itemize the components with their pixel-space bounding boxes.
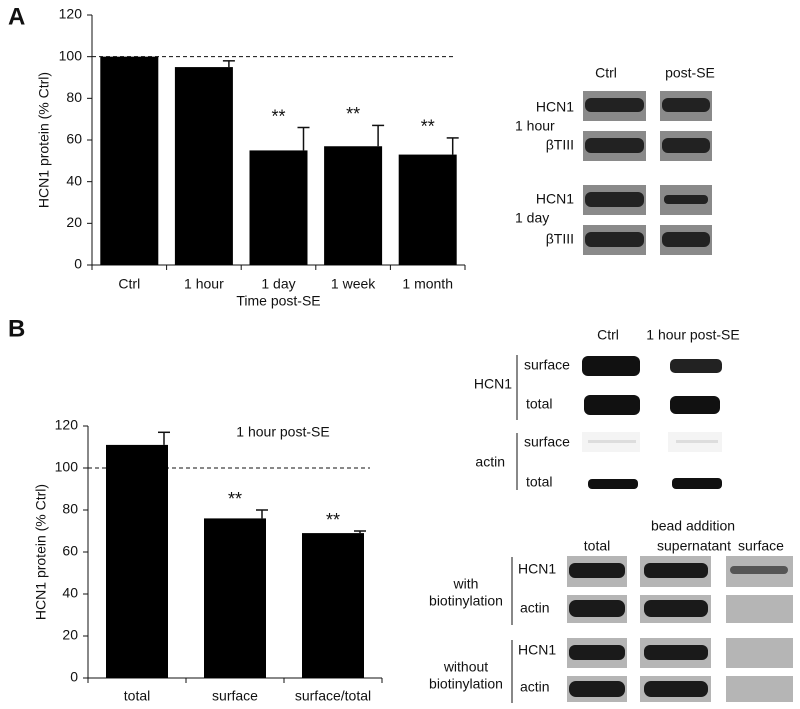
group-label: biotinylation: [429, 676, 503, 692]
group-label: biotinylation: [429, 593, 503, 609]
group-label: with: [453, 576, 479, 592]
blot-panel-a: Ctrl post-SE 1 hour HCN1 βTIII 1 day HCN…: [515, 65, 715, 255]
y-tick-label: 40: [62, 585, 78, 601]
column-label: total: [584, 538, 610, 554]
group-label: HCN1: [474, 376, 512, 392]
y-tick-label: 120: [59, 6, 83, 22]
group-label: 1 hour: [515, 118, 555, 134]
bar: [398, 154, 457, 265]
y-tick-label: 60: [62, 543, 78, 559]
x-tick-label: Ctrl: [118, 276, 140, 292]
row-label: HCN1: [536, 191, 574, 207]
annotation: 1 hour post-SE: [236, 424, 329, 440]
blot-band: [569, 563, 788, 697]
bar: [249, 150, 308, 265]
column-label: Ctrl: [597, 327, 619, 343]
blot-background: [583, 91, 712, 255]
column-label: bead addition: [651, 518, 735, 534]
bar: [204, 518, 266, 678]
x-tick-label: 1 hour: [184, 276, 224, 292]
row-label: surface: [524, 434, 570, 450]
x-tick-label: 1 day: [261, 276, 295, 292]
row-label: total: [526, 396, 552, 412]
y-tick-label: 100: [59, 47, 83, 63]
x-tick-label: surface/total: [295, 688, 371, 704]
y-tick-label: 20: [62, 627, 78, 643]
blot-band: [582, 356, 722, 489]
blot-panel-b-top: Ctrl 1 hour post-SE HCN1 surface total a…: [474, 327, 740, 490]
y-tick-label: 0: [74, 256, 82, 272]
y-axis-label: HCN1 protein (% Ctrl): [33, 484, 49, 620]
y-tick-label: 100: [55, 459, 79, 475]
y-tick-label: 40: [66, 172, 82, 188]
x-tick-label: 1 week: [331, 276, 376, 292]
blot-band: [585, 98, 710, 247]
row-label: HCN1: [518, 642, 556, 658]
bar: [174, 67, 233, 265]
significance-label: **: [228, 489, 242, 509]
significance-label: **: [421, 117, 435, 137]
group-label: without: [443, 659, 488, 675]
bar: [302, 533, 364, 678]
panel-label: A: [8, 3, 25, 30]
x-tick-label: 1 month: [402, 276, 453, 292]
panel-label: B: [8, 315, 25, 342]
row-label: surface: [524, 357, 570, 373]
y-tick-label: 0: [70, 669, 78, 685]
row-label: βTIII: [546, 231, 574, 247]
column-label: surface: [738, 538, 784, 554]
blot-panel-b-bottom: total bead addition supernatant surface …: [429, 518, 793, 703]
column-label: 1 hour post-SE: [646, 327, 739, 343]
bar: [324, 146, 383, 265]
row-label: actin: [520, 600, 550, 616]
y-tick-label: 20: [66, 214, 82, 230]
bar: [106, 444, 168, 678]
significance-label: **: [326, 510, 340, 530]
y-axis-label: HCN1 protein (% Ctrl): [36, 72, 52, 208]
x-axis-label: Time post-SE: [236, 293, 320, 309]
row-label: HCN1: [518, 561, 556, 577]
group-label: 1 day: [515, 210, 549, 226]
row-label: βTIII: [546, 137, 574, 153]
row-label: HCN1: [536, 99, 574, 115]
y-tick-label: 120: [55, 417, 79, 433]
bar: [100, 56, 159, 265]
y-tick-label: 80: [66, 89, 82, 105]
x-tick-label: surface: [212, 688, 258, 704]
column-label: post-SE: [665, 65, 715, 81]
significance-label: **: [346, 104, 360, 124]
significance-label: **: [271, 106, 285, 126]
row-label: actin: [520, 679, 550, 695]
group-label: actin: [475, 454, 505, 470]
column-label: Ctrl: [595, 65, 617, 81]
row-label: total: [526, 474, 552, 490]
y-tick-label: 80: [62, 501, 78, 517]
y-tick-label: 60: [66, 131, 82, 147]
column-label: supernatant: [657, 538, 731, 554]
x-tick-label: total: [124, 688, 150, 704]
